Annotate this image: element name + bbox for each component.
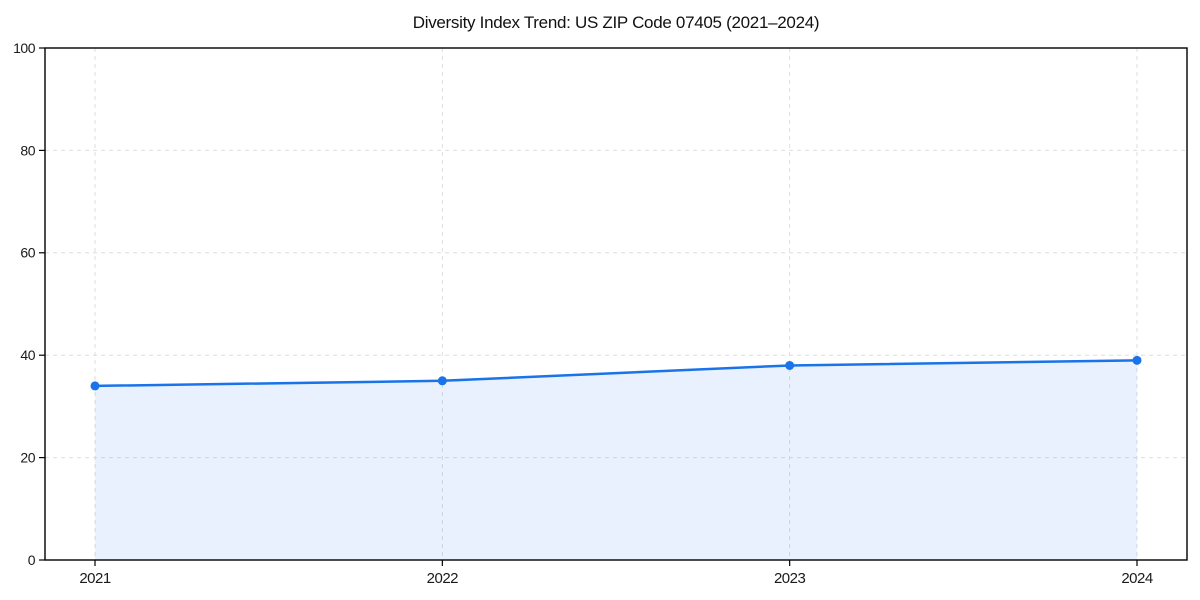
data-point-marker: [437, 376, 447, 386]
y-tick-label: 40: [20, 347, 35, 363]
data-point-marker: [90, 381, 100, 391]
area-fill: [95, 360, 1137, 560]
y-tick-label: 60: [20, 245, 35, 261]
data-point-marker: [785, 360, 795, 370]
x-tick-label: 2021: [79, 570, 111, 587]
y-tick-label: 80: [20, 142, 35, 158]
y-tick-label: 20: [20, 450, 35, 466]
x-tick-label: 2024: [1121, 570, 1153, 587]
plot-border: [44, 47, 1188, 561]
x-tick-label: 2023: [774, 570, 806, 587]
trend-line: [93, 359, 1139, 388]
y-tick-label: 0: [28, 552, 36, 568]
x-tick-label: 2022: [427, 570, 459, 587]
chart-title: Diversity Index Trend: US ZIP Code 07405…: [412, 13, 820, 32]
y-tick-label: 100: [13, 40, 36, 56]
data-point-marker: [1132, 355, 1142, 365]
